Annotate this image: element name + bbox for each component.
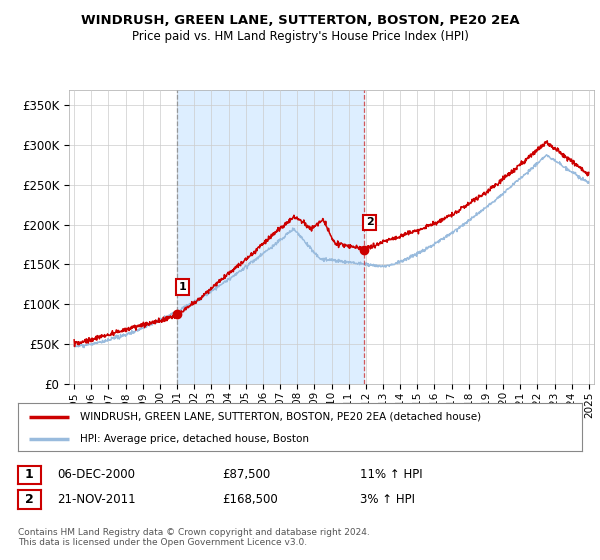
- Text: 2: 2: [25, 493, 34, 506]
- Text: WINDRUSH, GREEN LANE, SUTTERTON, BOSTON, PE20 2EA (detached house): WINDRUSH, GREEN LANE, SUTTERTON, BOSTON,…: [80, 412, 481, 422]
- Text: 1: 1: [178, 282, 186, 292]
- Text: 1: 1: [25, 468, 34, 482]
- Bar: [177, 90, 364, 384]
- Text: Contains HM Land Registry data © Crown copyright and database right 2024.
This d: Contains HM Land Registry data © Crown c…: [18, 528, 370, 548]
- Text: HPI: Average price, detached house, Boston: HPI: Average price, detached house, Bost…: [80, 434, 309, 444]
- Text: 3% ↑ HPI: 3% ↑ HPI: [360, 493, 415, 506]
- Text: £87,500: £87,500: [222, 468, 270, 482]
- Text: 06-DEC-2000: 06-DEC-2000: [57, 468, 135, 482]
- Text: 11% ↑ HPI: 11% ↑ HPI: [360, 468, 422, 482]
- Text: £168,500: £168,500: [222, 493, 278, 506]
- Text: 2: 2: [366, 217, 373, 227]
- Text: 21-NOV-2011: 21-NOV-2011: [57, 493, 136, 506]
- Text: WINDRUSH, GREEN LANE, SUTTERTON, BOSTON, PE20 2EA: WINDRUSH, GREEN LANE, SUTTERTON, BOSTON,…: [80, 14, 520, 27]
- Text: Price paid vs. HM Land Registry's House Price Index (HPI): Price paid vs. HM Land Registry's House …: [131, 30, 469, 43]
